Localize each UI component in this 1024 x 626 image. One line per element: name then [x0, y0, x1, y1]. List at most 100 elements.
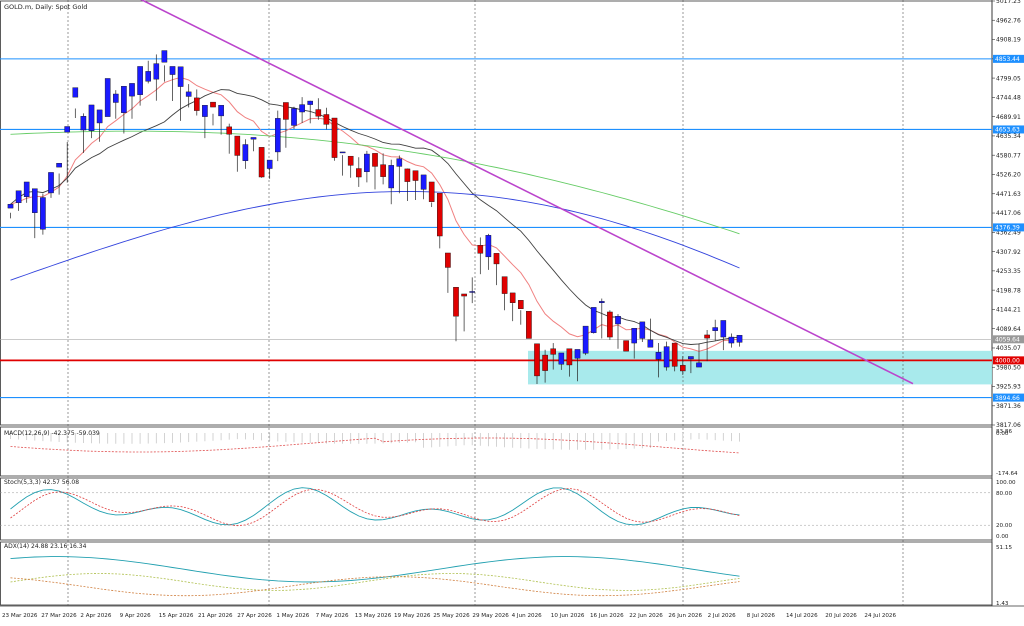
- candle-bull-body: [291, 108, 297, 126]
- date-label: 23 Mar 2026: [2, 613, 38, 619]
- adx-plus-di-line: [10, 573, 740, 591]
- candle-bull-body: [558, 352, 565, 365]
- date-label: 13 May 2026: [355, 613, 392, 619]
- candle-67: [550, 343, 556, 370]
- candle-bull-body: [396, 158, 403, 167]
- candle-bull-body: [615, 316, 621, 325]
- candle-40: [331, 117, 338, 161]
- date-label: 14 Jul 2026: [786, 613, 818, 619]
- candle-38: [315, 98, 322, 120]
- candle-81: [663, 341, 670, 371]
- candle-21: [177, 66, 184, 121]
- candle-78: [639, 321, 646, 342]
- date-label: 2 Jul 2026: [708, 613, 737, 619]
- candle-26: [218, 105, 224, 135]
- candle-bear-body: [412, 170, 419, 181]
- level-badge: [993, 54, 1024, 63]
- candle-bear-body: [193, 97, 200, 111]
- level-badge-label: 4000.00: [995, 358, 1020, 365]
- candle-45: [372, 153, 378, 190]
- candle-75: [615, 314, 621, 349]
- candle-bear-body: [404, 168, 411, 182]
- candle-bull-body: [145, 71, 152, 82]
- candle-82: [671, 342, 678, 372]
- candle-bear-body: [428, 181, 435, 202]
- candle-17: [145, 60, 152, 84]
- candle-73: [599, 298, 605, 339]
- candle-bull-body: [80, 116, 87, 131]
- candle-66: [542, 349, 548, 383]
- price-tick-label: 4253.35: [996, 268, 1021, 275]
- candle-bull-body: [469, 291, 476, 293]
- candle-bull-body: [250, 137, 257, 140]
- candle-bull-body: [574, 349, 581, 359]
- candle-bear-body: [566, 348, 573, 366]
- candle-bull-body: [23, 181, 30, 198]
- candle-bear-body: [542, 354, 548, 371]
- stoch-signal-line: [10, 488, 740, 527]
- candle-5: [48, 172, 54, 198]
- stoch-tick-label: 0.00: [996, 534, 1009, 540]
- candle-30: [250, 137, 257, 152]
- candle-bear-body: [501, 276, 508, 294]
- support-zone-rect: [528, 350, 992, 385]
- candle-bear-body: [704, 334, 710, 339]
- date-label: 10 Jun 2026: [551, 613, 585, 619]
- candle-bear-body: [623, 340, 629, 352]
- candle-bear-body: [258, 147, 265, 178]
- candle-25: [210, 101, 216, 126]
- candle-bear-body: [526, 311, 532, 339]
- candle-bull-body: [48, 172, 54, 194]
- candle-61: [501, 276, 508, 311]
- candle-49: [404, 168, 411, 202]
- candle-bull-body: [655, 352, 662, 360]
- candle-bear-body: [331, 117, 338, 158]
- candle-89: [728, 333, 735, 348]
- candle-32: [266, 159, 273, 179]
- stoch-tick-label: 20.00: [996, 523, 1012, 529]
- date-label: 7 May 2026: [316, 613, 349, 619]
- candle-bull-body: [663, 346, 670, 368]
- candle-86: [704, 329, 710, 362]
- candle-57: [469, 277, 476, 304]
- level-badge-label: 4376.39: [995, 225, 1020, 232]
- candle-59: [485, 233, 492, 270]
- candle-bull-body: [242, 144, 249, 161]
- candle-53: [437, 193, 443, 249]
- candle-bull-body: [129, 83, 135, 97]
- candle-bull-body: [299, 104, 305, 113]
- candle-bull-body: [161, 50, 168, 63]
- level-badge: [993, 223, 1024, 232]
- date-label: 4 Jun 2026: [512, 613, 543, 619]
- macd-label: MACD(12,26,9) -42.375 -59.039: [4, 430, 100, 437]
- candle-bull-body: [599, 301, 605, 303]
- candle-27: [226, 123, 233, 154]
- candle-11: [96, 109, 103, 142]
- candle-87: [712, 319, 718, 341]
- candle-bull-body: [590, 307, 597, 334]
- candle-bull-body: [696, 362, 702, 368]
- candle-12: [104, 78, 111, 117]
- candle-bull-body: [40, 197, 46, 230]
- level-badge-label: 4653.63: [995, 127, 1020, 134]
- candle-15: [129, 83, 135, 119]
- date-label: 1 May 2026: [276, 613, 309, 619]
- price-tick-label: 4471.63: [996, 191, 1021, 198]
- candle-48: [396, 155, 403, 194]
- date-label: 16 Jun 2026: [590, 613, 624, 619]
- candle-bull-body: [56, 163, 62, 168]
- candle-14: [121, 86, 127, 134]
- stoch-label: Stoch(5,3,3) 42.57 56.08: [4, 479, 79, 486]
- candle-bull-body: [7, 204, 14, 209]
- candle-bull-body: [339, 151, 346, 154]
- candle-37: [307, 100, 314, 124]
- macd-tick-label: -174.64: [996, 471, 1018, 477]
- candle-bull-body: [420, 174, 427, 190]
- candle-39: [323, 107, 330, 130]
- candle-10: [88, 104, 95, 139]
- candle-bear-body: [509, 292, 516, 303]
- candle-77: [631, 328, 637, 359]
- price-tick-label: 4198.78: [996, 287, 1021, 294]
